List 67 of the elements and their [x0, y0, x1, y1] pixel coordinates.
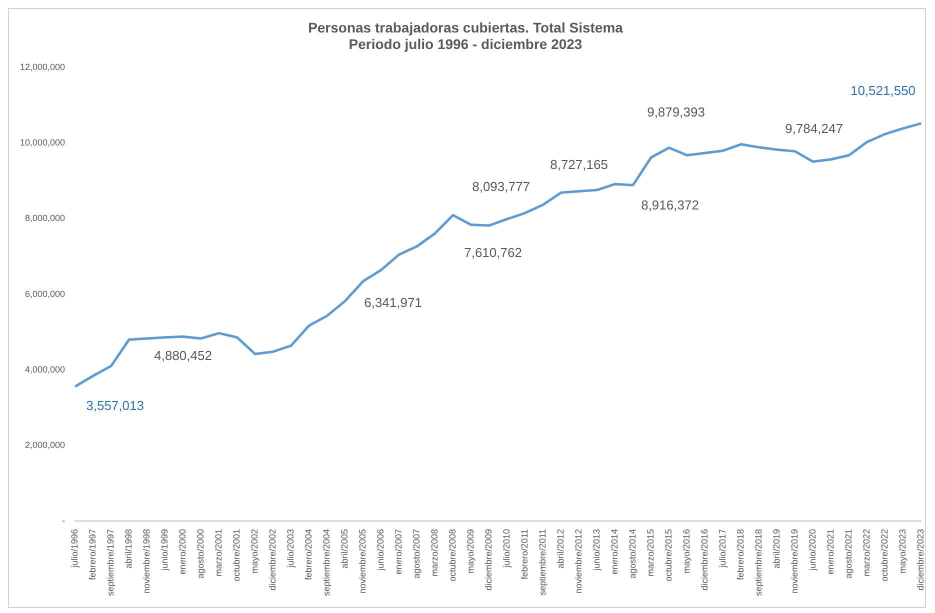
annotation: 3,557,013	[86, 398, 144, 414]
y-tick-label: -	[62, 515, 66, 526]
y-tick-label: 10,000,000	[20, 138, 66, 148]
annotation: 8,916,372	[641, 198, 699, 213]
annotation: 9,784,247	[785, 120, 843, 136]
annotation: 9,879,393	[647, 104, 705, 120]
x-tick-label: marzo/2022	[861, 528, 872, 576]
y-tick-label: 4,000,000	[24, 364, 66, 374]
x-tick-label: octubre/2001	[232, 528, 242, 582]
x-tick-label: junio/2006	[376, 528, 386, 572]
y-tick-label: 12,000,000	[20, 62, 66, 72]
x-tick-label: octubre/2008	[448, 528, 458, 582]
x-tick-label: junio/2013	[592, 528, 602, 572]
annotation: 6,341,971	[364, 294, 422, 310]
x-tick-label: septiembre/2018	[753, 528, 764, 596]
x-tick-label: abril/1998	[124, 528, 134, 568]
x-tick-label: febrero/2004	[304, 528, 314, 580]
annotation: 8,093,777	[472, 178, 530, 194]
x-tick-label: marzo/2001	[214, 528, 224, 576]
x-tick-label: agosto/2007	[412, 528, 422, 579]
y-tick-label: 8,000,000	[24, 213, 66, 224]
x-tick-label: mayo/2023	[897, 528, 908, 574]
x-tick-label: agosto/2000	[196, 528, 206, 579]
x-tick-label: marzo/2015	[646, 528, 656, 576]
x-tick-label: mayo/2016	[681, 528, 692, 574]
x-tick-label: octubre/2022	[879, 528, 890, 582]
x-tick-label: septiembre/2004	[322, 528, 332, 596]
x-tick-label: diciembre/2009	[484, 528, 494, 591]
x-tick-label: junio/1999	[160, 528, 170, 572]
x-tick-label: noviembre/1998	[142, 528, 152, 594]
chart-title: Personas trabajadoras cubiertas. Total Sistema	[308, 19, 624, 36]
x-tick-label: diciembre/2016	[699, 528, 710, 591]
x-tick-label: enero/2021	[825, 528, 836, 575]
x-tick-label: febrero/2018	[735, 528, 746, 580]
x-tick-label: julio/1996	[70, 528, 80, 568]
x-tick-label: mayo/2009	[466, 528, 476, 574]
annotation: 4,880,452	[154, 348, 212, 364]
x-tick-label: septiembre/1997	[106, 528, 116, 596]
x-tick-label: agosto/2014	[628, 528, 638, 579]
x-tick-label: noviembre/2005	[358, 528, 368, 594]
chart-subtitle: Periodo julio 1996 - diciembre 2023	[348, 36, 582, 52]
y-tick-label: 2,000,000	[24, 440, 66, 450]
x-tick-label: agosto/2021	[843, 528, 854, 579]
x-tick-label: abril/2019	[771, 528, 782, 568]
x-tick-label: julio/2017	[717, 528, 728, 568]
x-tick-label: mayo/2002	[250, 528, 260, 574]
x-tick-label: abril/2012	[556, 528, 566, 568]
x-tick-label: septiembre/2011	[538, 528, 548, 596]
x-tick-label: julio/2010	[502, 528, 512, 568]
x-tick-label: abril/2005	[340, 528, 350, 568]
annotation: 7,610,762	[464, 245, 522, 260]
y-tick-label: 6,000,000	[24, 288, 66, 299]
x-tick-label: julio/2003	[286, 528, 296, 568]
x-tick-label: enero/2000	[178, 528, 188, 575]
x-tick-label: enero/2007	[394, 528, 404, 575]
x-tick-label: noviembre/2019	[789, 528, 800, 594]
x-tick-label: noviembre/2012	[574, 528, 584, 594]
x-tick-label: diciembre/2002	[268, 528, 278, 591]
annotation: 10,521,550	[850, 83, 916, 98]
x-tick-label: febrero/1997	[88, 528, 98, 580]
x-tick-label: diciembre/2023	[915, 528, 926, 591]
annotation: 8,727,165	[550, 156, 608, 172]
x-tick-label: junio/2020	[807, 528, 818, 572]
x-tick-label: enero/2014	[610, 528, 620, 575]
x-tick-label: marzo/2008	[430, 528, 440, 576]
x-tick-label: febrero/2011	[520, 528, 530, 580]
x-tick-label: octubre/2015	[663, 528, 674, 582]
